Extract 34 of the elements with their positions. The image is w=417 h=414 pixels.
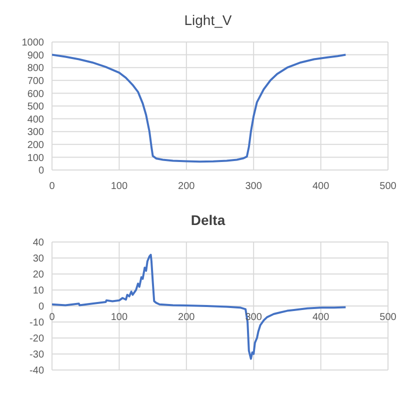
x-tick-label: 200 [178, 312, 196, 324]
x-tick-label: 400 [312, 181, 330, 192]
y-tick-label: -20 [30, 334, 44, 345]
x-tick-label: 500 [380, 181, 397, 192]
y-tick-label: 20 [32, 270, 44, 281]
x-tick-label: 300 [245, 181, 262, 192]
line-series [52, 54, 347, 163]
y-tick-label: 700 [27, 76, 44, 87]
y-tick-label: 40 [32, 238, 44, 249]
y-tick-label: 600 [27, 88, 44, 100]
y-tick-label: -10 [30, 318, 44, 329]
y-tick-label: 800 [27, 63, 44, 74]
y-tick-label: 100 [27, 152, 44, 164]
x-tick-label: 200 [178, 181, 196, 192]
y-tick-label: 0 [38, 166, 44, 177]
y-tick-label: 300 [27, 127, 44, 138]
x-tick-label: 100 [110, 312, 128, 324]
chart-title: Light_V [183, 12, 233, 28]
y-tick-label: 200 [27, 140, 44, 151]
y-tick-label: 900 [27, 50, 44, 62]
x-tick-label: 400 [312, 312, 330, 324]
y-tick-label: -40 [30, 366, 44, 377]
y-tick-label: 1000 [22, 38, 44, 49]
y-tick-label: 400 [27, 114, 44, 126]
chart-title: Delta [190, 212, 226, 228]
y-tick-label: -30 [30, 350, 44, 361]
y-tick-label: 10 [32, 286, 44, 297]
x-tick-label: 0 [49, 312, 56, 324]
y-tick-label: 0 [38, 302, 44, 313]
y-tick-label: 30 [32, 254, 44, 265]
x-tick-label: 500 [380, 312, 397, 324]
x-tick-label: 100 [110, 181, 128, 192]
x-tick-label: 0 [49, 181, 56, 192]
y-tick-label: 500 [27, 102, 44, 113]
